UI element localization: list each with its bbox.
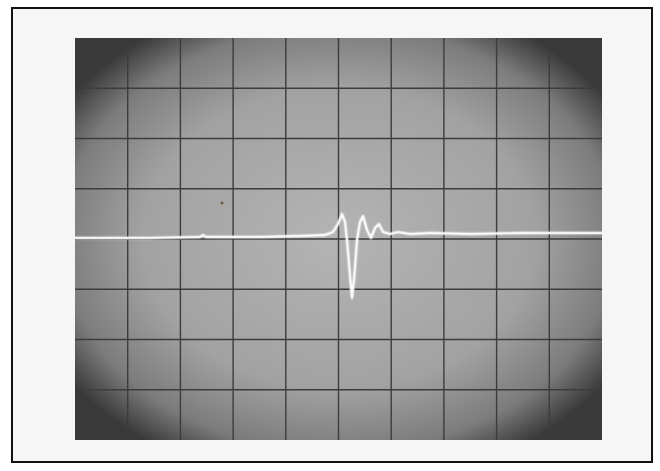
- screen-speck: [220, 201, 224, 205]
- graticule: [75, 38, 602, 440]
- signal-trace-core: [75, 213, 602, 299]
